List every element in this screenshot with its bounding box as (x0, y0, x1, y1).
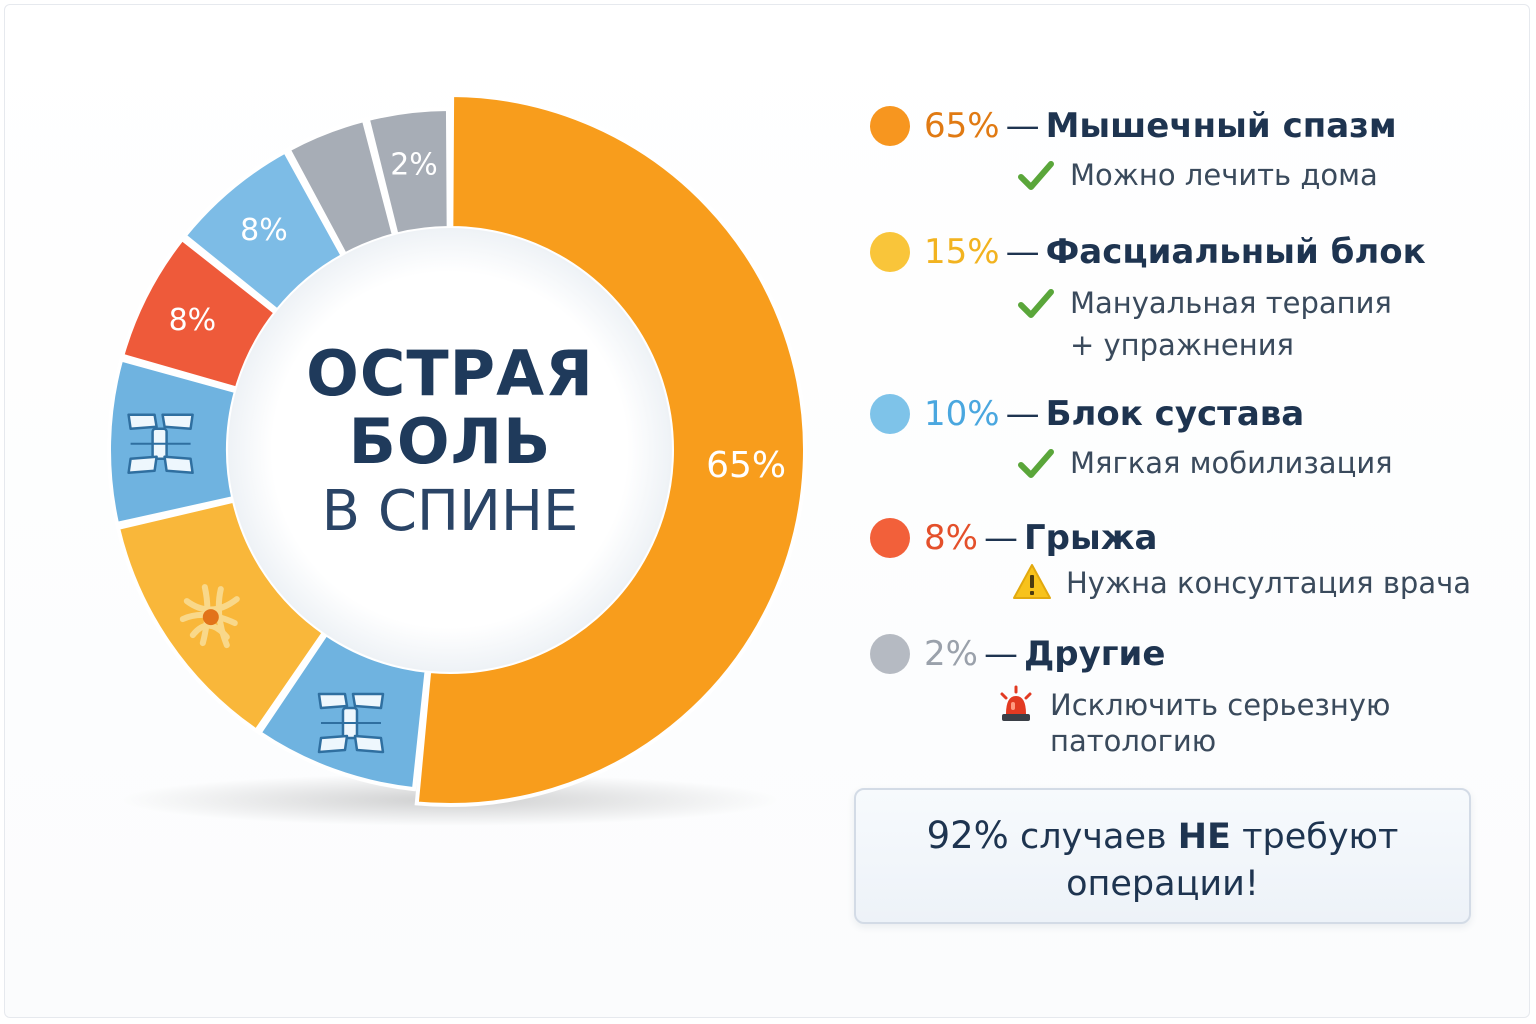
legend-dash: — (983, 634, 1018, 674)
donut-hole (228, 228, 672, 672)
slice-label-0: 65% (706, 445, 786, 486)
legend-pct: 65% (924, 106, 1000, 146)
legend-dot (870, 232, 910, 272)
legend-name: Другие (1023, 634, 1166, 674)
note-part2: требуют (1242, 817, 1399, 857)
note-part1: случаев (1019, 817, 1167, 857)
legend-sub: Мягкая мобилизация (1070, 446, 1393, 480)
siren-icon (1000, 685, 1032, 721)
vertebra-crack-icon (317, 692, 385, 754)
legend-sub: Мануальная терапия (1070, 286, 1392, 320)
legend-dash: — (983, 518, 1018, 558)
legend-sub: Исключить серьезную (1050, 688, 1391, 722)
legend-item-joint-block: 10% — Блок сустава Мягкая мобилизация (866, 388, 1526, 482)
check-icon (1018, 289, 1054, 318)
donut-slice-0 (414, 92, 807, 807)
legend-name: Фасциальный блок (1045, 232, 1426, 272)
check-icon (1018, 449, 1054, 478)
legend-dash: — (1005, 106, 1040, 146)
spine-joint-icon (127, 413, 194, 475)
legend-pct: 2% (924, 634, 978, 674)
slice-label-5: 8% (240, 213, 288, 248)
legend-sub-2: патологию (1050, 724, 1217, 758)
donut-chart: 65% 8% 8% 2% (109, 92, 807, 826)
legend-dot (870, 394, 910, 434)
center-title-line-3: В СПИНЕ (321, 479, 579, 544)
slice-label-4: 8% (169, 303, 217, 338)
summary-note: 92% случаев НЕ требуют операции! (854, 788, 1471, 924)
legend-pct: 10% (924, 394, 1000, 434)
legend-name: Блок сустава (1045, 394, 1305, 434)
legend-dot (870, 106, 910, 146)
legend-item-hernia: 8% — Грыжа Нужна консултация врача (866, 512, 1526, 602)
legend-dot (870, 518, 910, 558)
check-icon (1018, 161, 1054, 190)
legend-sub: Нужна консултация врача (1066, 566, 1471, 600)
legend-dash: — (1005, 394, 1040, 434)
chart-center-title: ОСТРАЯ БОЛЬ В СПИНЕ (250, 340, 650, 548)
legend-name: Грыжа (1023, 518, 1158, 558)
legend-item-fascial-block: 15% — Фасциальный блок Мануальная терапия … (866, 226, 1526, 364)
legend-item-muscle-spasm: 65% — Мышечный спазм Можно лечить дома (866, 100, 1526, 194)
legend-pct: 15% (924, 232, 1000, 272)
center-title-line-2: БОЛЬ (348, 405, 552, 478)
warning-icon (1013, 564, 1051, 599)
legend-dash: — (1005, 232, 1040, 272)
slice-label-7: 2% (390, 148, 438, 183)
legend-pct: 8% (924, 518, 978, 558)
center-title-line-1: ОСТРАЯ (306, 337, 594, 410)
legend-name: Мышечный спазм (1045, 106, 1397, 146)
legend-sub: Можно лечить дома (1070, 158, 1378, 192)
note-pct: 92% (926, 814, 1009, 857)
legend-sub-2: + упражнения (1070, 328, 1294, 362)
legend-dot (870, 634, 910, 674)
legend-item-other: 2% — Другие Исключить серьезную патологию (866, 628, 1526, 760)
note-strong: НЕ (1177, 817, 1231, 857)
fascia-knot-icon (179, 584, 240, 649)
note-line2: операции! (1066, 864, 1259, 904)
